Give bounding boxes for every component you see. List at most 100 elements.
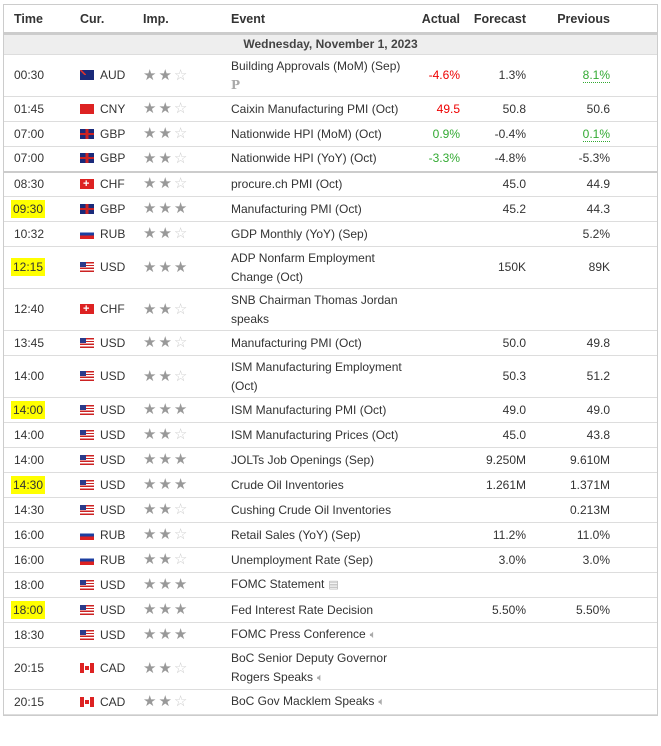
event-cell[interactable]: ISM Manufacturing Prices (Oct) [231, 422, 406, 448]
event-name[interactable]: ISM Manufacturing Prices (Oct) [231, 427, 399, 442]
event-name[interactable]: JOLTs Job Openings (Sep) [231, 452, 375, 467]
event-cell[interactable]: Nationwide HPI (YoY) (Oct) [231, 146, 406, 173]
event-name[interactable]: Nationwide HPI (MoM) (Oct) [231, 126, 382, 141]
table-row[interactable]: 09:30 GBP ★ ★ ★ Manufacturing PMI (Oct) 45.2 44… [4, 196, 657, 222]
header-row: Time Cur. Imp. Event Actual Forecast Pre… [4, 5, 657, 35]
event-name[interactable]: ISM Manufacturing Employment (Oct) [231, 359, 402, 393]
forecast-value [460, 572, 526, 598]
document-icon[interactable]: ▤ [328, 579, 339, 591]
table-row[interactable]: 14:00 USD ★ ★ ☆ ISM Manufacturing Employment … [4, 355, 657, 398]
event-cell[interactable]: ISM Manufacturing PMI (Oct) [231, 397, 406, 423]
event-cell[interactable]: Fed Interest Rate Decision [231, 597, 406, 623]
table-row[interactable]: 01:45 CNY ★ ★ ☆ Caixin Manufacturing PMI (Oct… [4, 96, 657, 122]
table-row[interactable]: 18:30 USD ★ ★ ★ FOMC Press Conference 🔈︎ [4, 622, 657, 648]
actual-value [406, 622, 460, 648]
event-name[interactable]: procure.ch PMI (Oct) [231, 176, 343, 191]
star-filled-icon: ★ [158, 693, 172, 710]
table-row[interactable]: 12:40CHF★★☆SNB Chairman Thomas Jordan sp… [4, 288, 657, 331]
currency-code: USD [100, 452, 126, 467]
event-name[interactable]: Retail Sales (YoY) (Sep) [231, 527, 361, 542]
event-cell[interactable]: Building Approvals (MoM) (Sep) P [231, 54, 406, 97]
star-filled-icon: ★ [158, 149, 172, 167]
event-cell[interactable]: Manufacturing PMI (Oct) [231, 330, 406, 356]
speaker-icon[interactable]: 🔈︎ [317, 672, 324, 684]
spacer [610, 472, 657, 498]
speaker-icon[interactable]: 🔈︎ [369, 629, 377, 641]
table-row[interactable]: 16:00 RUB ★ ★ ☆ Unemployment Rate (Sep) 3.0% 3.… [4, 547, 657, 573]
header-currency[interactable]: Cur. [80, 5, 143, 35]
event-name[interactable]: FOMC Press Conference [231, 627, 366, 641]
table-row[interactable]: 16:00 RUB ★ ★ ☆ Retail Sales (YoY) (Sep) 11.2%… [4, 522, 657, 548]
event-name[interactable]: Manufacturing PMI (Oct) [231, 201, 362, 216]
event-cell[interactable]: Caixin Manufacturing PMI (Oct) [231, 96, 406, 122]
table-row[interactable]: 14:00 USD ★ ★ ★ JOLTs Job Openings (Sep) 9.250… [4, 447, 657, 473]
importance-stars: ★ ★ ★ [143, 397, 231, 423]
header-forecast[interactable]: Forecast [460, 5, 526, 35]
event-cell[interactable]: Manufacturing PMI (Oct) [231, 196, 406, 222]
event-name[interactable]: BoC Gov Macklem Speaks [231, 694, 375, 708]
event-cell[interactable]: FOMC Statement ▤ [231, 572, 406, 598]
event-cell[interactable]: BoC Senior Deputy Governor Rogers Speaks… [231, 647, 406, 690]
event-name[interactable]: Building Approvals (MoM) (Sep) [231, 58, 401, 73]
event-cell[interactable]: SNB Chairman Thomas Jordan speaks [231, 288, 406, 331]
event-cell[interactable]: Unemployment Rate (Sep) [231, 547, 406, 573]
header-actual[interactable]: Actual [406, 5, 460, 35]
event-cell[interactable]: ADP Nonfarm Employment Change (Oct) [231, 246, 406, 289]
event-time: 07:00 [14, 151, 45, 166]
event-name[interactable]: ADP Nonfarm Employment Change (Oct) [231, 250, 375, 284]
event-cell[interactable]: BoC Gov Macklem Speaks 🔈︎ [231, 689, 406, 715]
table-row[interactable]: 18:00 USD ★ ★ ★ Fed Interest Rate Decision 5.5… [4, 597, 657, 623]
table-row[interactable]: 00:30 AUD ★ ★ ☆ Building Approvals (MoM) (Sep… [4, 54, 657, 97]
event-name[interactable]: SNB Chairman Thomas Jordan speaks [231, 292, 398, 326]
event-cell[interactable]: procure.ch PMI (Oct) [231, 171, 406, 197]
event-name[interactable]: BoC Senior Deputy Governor Rogers Speaks [231, 651, 388, 684]
event-name[interactable]: Cushing Crude Oil Inventories [231, 502, 392, 517]
forecast-text: 50.0 [502, 335, 526, 350]
table-row[interactable]: 13:45 USD ★ ★ ☆ Manufacturing PMI (Oct) 50.0 49… [4, 330, 657, 356]
event-cell[interactable]: Retail Sales (YoY) (Sep) [231, 522, 406, 548]
table-row[interactable]: 20:15 CAD ★ ★ ☆ BoC Senior Deputy Governor Ro… [4, 647, 657, 690]
table-row[interactable]: 14:00 USD ★ ★ ☆ ISM Manufacturing Prices (Oct… [4, 422, 657, 448]
spacer [610, 246, 657, 289]
event-name[interactable]: Nationwide HPI (YoY) (Oct) [231, 151, 377, 166]
event-cell[interactable]: JOLTs Job Openings (Sep) [231, 447, 406, 473]
event-name[interactable]: GDP Monthly (YoY) (Sep) [231, 226, 368, 241]
table-row[interactable]: 08:30CHF★★☆procure.ch PMI (Oct)45.044.9 [4, 171, 657, 197]
event-name[interactable]: FOMC Statement [231, 577, 325, 591]
table-row[interactable]: 14:30 USD ★ ★ ☆ Cushing Crude Oil Inventories… [4, 497, 657, 523]
time-cell: 18:00 [4, 572, 80, 598]
event-cell[interactable]: GDP Monthly (YoY) (Sep) [231, 221, 406, 247]
table-row[interactable]: 20:15 CAD ★ ★ ☆ BoC Gov Macklem Speaks 🔈︎ [4, 689, 657, 715]
event-name[interactable]: Crude Oil Inventories [231, 477, 344, 492]
event-cell[interactable]: Crude Oil Inventories [231, 472, 406, 498]
currency-code: CAD [100, 694, 126, 709]
table-row[interactable]: 14:00 USD ★ ★ ★ ISM Manufacturing PMI (Oct) 49… [4, 397, 657, 423]
table-row[interactable]: 10:32 RUB ★ ★ ☆ GDP Monthly (YoY) (Sep) 5.2% [4, 221, 657, 247]
star-filled-icon: ★ [143, 367, 157, 385]
previous-text: 49.8 [586, 335, 610, 350]
header-previous[interactable]: Previous [526, 5, 610, 35]
event-name[interactable]: Caixin Manufacturing PMI (Oct) [231, 101, 399, 116]
event-cell[interactable]: Nationwide HPI (MoM) (Oct) [231, 121, 406, 147]
currency-code: AUD [100, 68, 126, 82]
event-cell[interactable]: ISM Manufacturing Employment (Oct) [231, 355, 406, 398]
star-filled-icon: ★ [143, 501, 157, 518]
event-name[interactable]: Fed Interest Rate Decision [231, 602, 374, 617]
table-row[interactable]: 07:00 GBP ★ ★ ☆ Nationwide HPI (MoM) (Oct) 0.9… [4, 121, 657, 147]
table-row[interactable]: 14:30 USD ★ ★ ★ Crude Oil Inventories 1.261M 1.… [4, 472, 657, 498]
table-row[interactable]: 12:15 USD ★ ★ ★ ADP Nonfarm Employment Change… [4, 246, 657, 289]
header-event[interactable]: Event [231, 5, 406, 35]
header-importance[interactable]: Imp. [143, 5, 231, 35]
event-name[interactable]: Manufacturing PMI (Oct) [231, 335, 362, 350]
event-cell[interactable]: Cushing Crude Oil Inventories [231, 497, 406, 523]
table-row[interactable]: 18:00 USD ★ ★ ★ FOMC Statement ▤ [4, 572, 657, 598]
header-time[interactable]: Time [4, 5, 80, 35]
event-name[interactable]: ISM Manufacturing PMI (Oct) [231, 402, 387, 417]
event-cell[interactable]: FOMC Press Conference 🔈︎ [231, 622, 406, 648]
usd-flag-icon [80, 604, 94, 615]
speaker-icon[interactable]: 🔈︎ [378, 696, 385, 708]
event-name[interactable]: Unemployment Rate (Sep) [231, 552, 374, 567]
table-row[interactable]: 07:00 GBP ★ ★ ☆ Nationwide HPI (YoY) (Oct) -3.… [4, 146, 657, 173]
forecast-text: 45.0 [502, 427, 526, 442]
star-filled-icon: ★ [158, 401, 172, 418]
